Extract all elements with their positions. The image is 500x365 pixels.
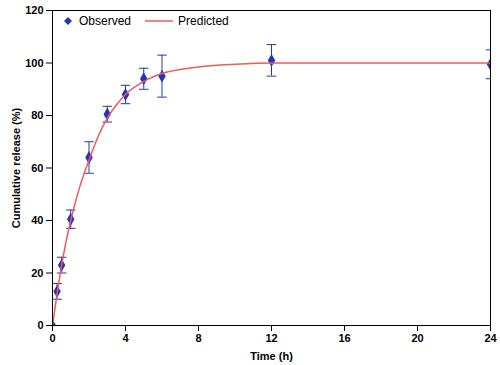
svg-text:40: 40 [31,214,43,226]
html-text:Observed: Observed [79,14,131,28]
svg-text:8: 8 [195,332,201,344]
html-text:Predicted: Predicted [178,14,229,28]
svg-text:100: 100 [25,57,43,69]
svg-text:12: 12 [265,332,277,344]
svg-text:80: 80 [31,109,43,121]
svg-text:120: 120 [25,4,43,16]
svg-text:60: 60 [31,162,43,174]
svg-text:Time (h): Time (h) [250,350,293,362]
svg-text:20: 20 [31,267,43,279]
svg-text:Cumulative release (%): Cumulative release (%) [10,107,22,228]
svg-text:16: 16 [338,332,350,344]
svg-text:24: 24 [484,332,497,344]
svg-text:0: 0 [37,319,43,331]
svg-text:0: 0 [49,332,55,344]
svg-text:20: 20 [411,332,423,344]
svg-text:4: 4 [122,332,129,344]
